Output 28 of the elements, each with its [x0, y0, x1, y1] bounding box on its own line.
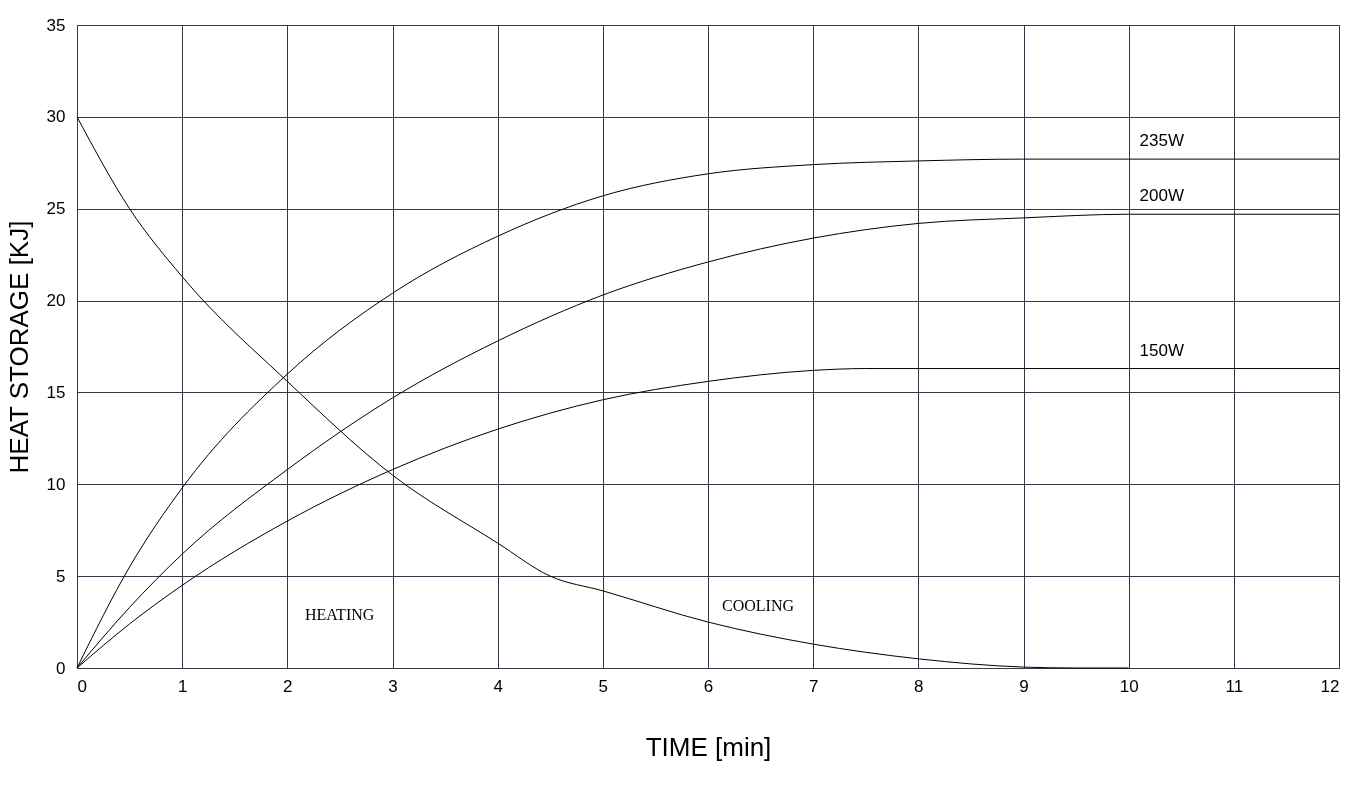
- x-tick-label: 1: [177, 676, 188, 696]
- y-tick-label: 15: [46, 382, 66, 402]
- x-tick-label: 9: [1019, 676, 1029, 696]
- x-tick-label: 7: [808, 676, 819, 696]
- x-tick-label: 6: [703, 676, 714, 696]
- y-tick-label: 30: [46, 107, 66, 127]
- x-tick-label: 4: [493, 676, 503, 696]
- series-label: 150W: [1139, 340, 1185, 360]
- y-tick-label: 0: [56, 658, 66, 678]
- x-tick-label: 10: [1119, 676, 1139, 696]
- x-tick-label: 2: [283, 676, 293, 696]
- series-label: 200W: [1139, 186, 1185, 206]
- x-tick-label: 5: [598, 676, 609, 696]
- x-tick-label: 0: [77, 676, 87, 696]
- x-tick-label: 8: [914, 676, 924, 696]
- y-tick-label: 25: [46, 199, 66, 219]
- y-tick-label: 5: [56, 566, 66, 586]
- x-tick-label: 11: [1225, 676, 1244, 696]
- series-label: 235W: [1139, 131, 1185, 151]
- y-tick-label: 20: [46, 291, 66, 311]
- y-axis-title: HEAT STORAGE [KJ]: [3, 220, 34, 474]
- y-tick-label: 10: [46, 474, 66, 494]
- annotation: HEATING: [305, 606, 375, 623]
- x-tick-label: 3: [388, 676, 398, 696]
- x-tick-label: 12: [1320, 676, 1340, 696]
- annotation: COOLING: [722, 597, 795, 614]
- x-axis-title: TIME [min]: [645, 731, 772, 762]
- y-tick-label: 35: [46, 15, 66, 35]
